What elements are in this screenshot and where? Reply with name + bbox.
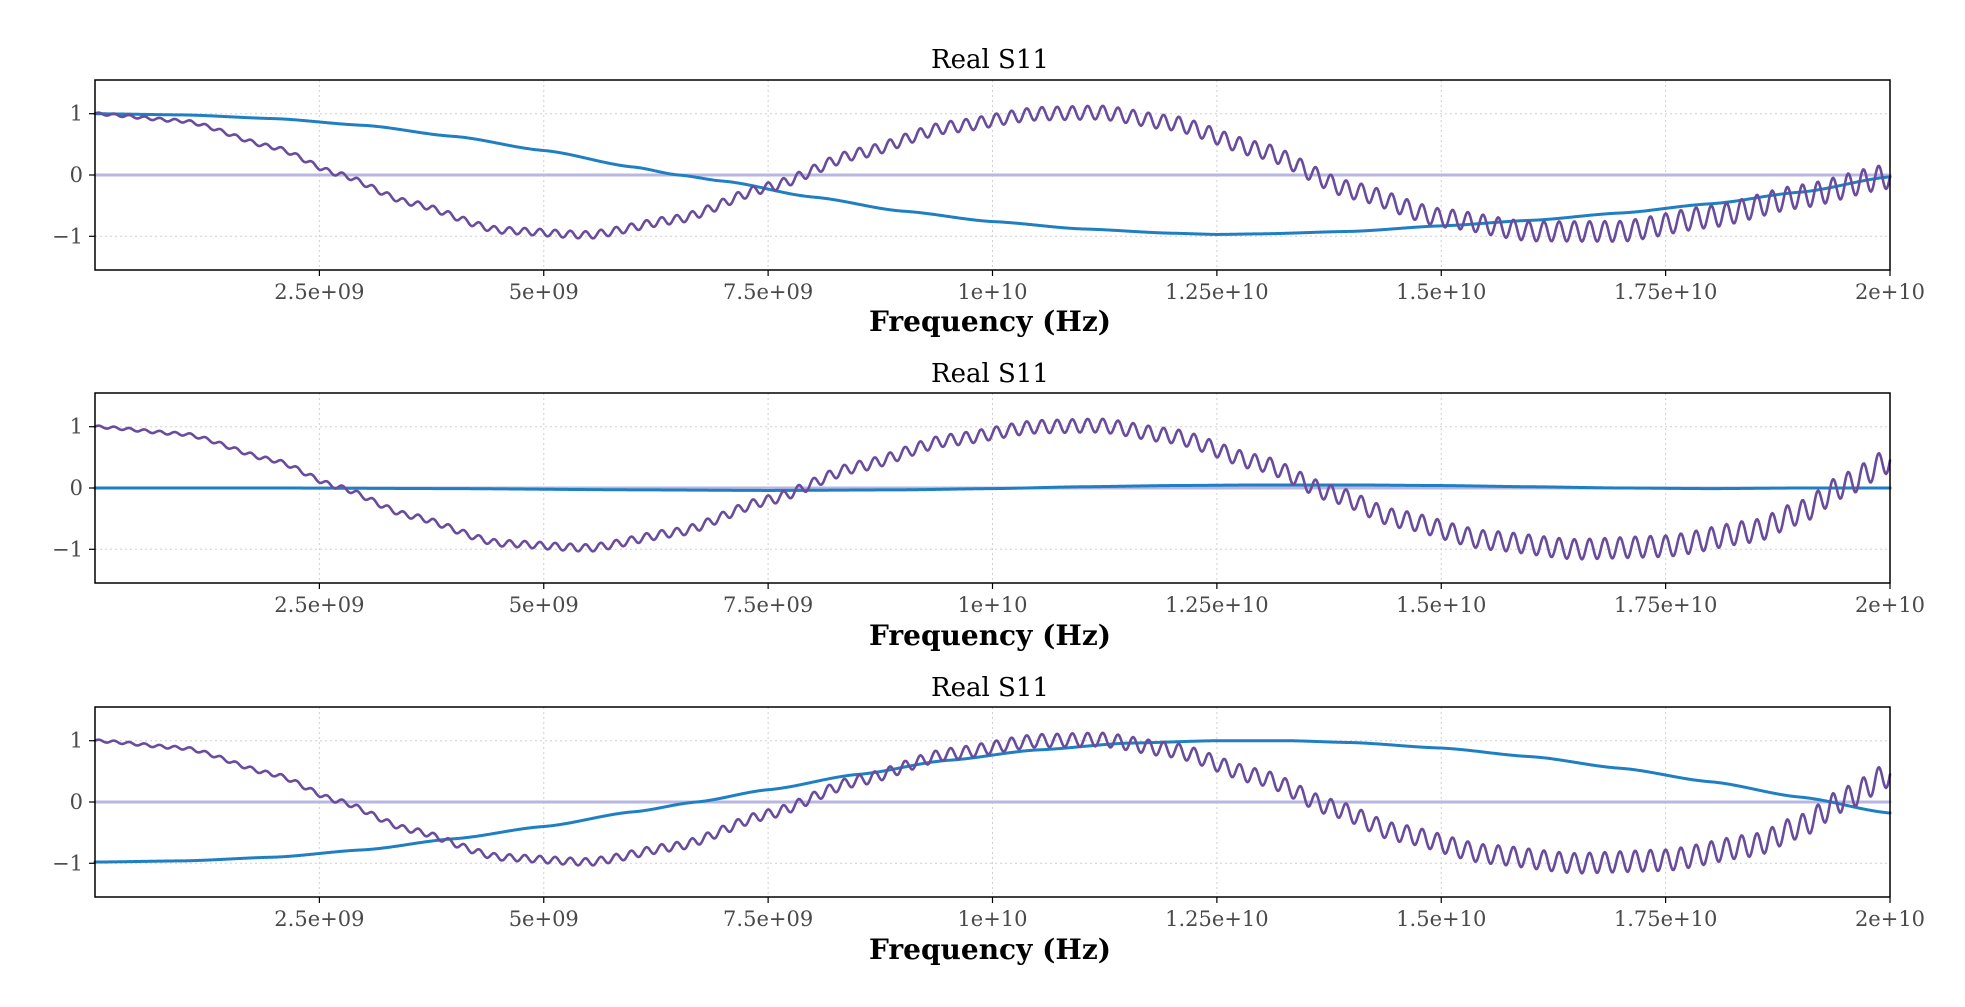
x-tick-label: 2e+10 xyxy=(1855,593,1925,617)
x-tick-label: 7.5e+09 xyxy=(723,907,813,931)
series-line-3 xyxy=(93,731,1892,875)
x-tick-label: 7.5e+09 xyxy=(723,593,813,617)
x-tick-label: 1.5e+10 xyxy=(1396,280,1486,304)
subplot-1-x-axis-label: Frequency (Hz) xyxy=(869,305,1111,338)
x-tick-label: 5e+09 xyxy=(509,907,579,931)
x-tick-label: 1.75e+10 xyxy=(1614,907,1718,931)
x-tick-label: 1.25e+10 xyxy=(1165,593,1269,617)
y-tick-label: 0 xyxy=(70,790,83,814)
series-line-3 xyxy=(93,417,1892,561)
subplot-1-title: Real S11 xyxy=(931,45,1049,75)
subplot-2-plot-area: 2.5e+09 5e+09 7.5e+09 1e+10 1.25e+10 1.5e+10 1… xyxy=(52,392,1925,617)
x-tick-label: 7.5e+09 xyxy=(723,280,813,304)
y-tick-label: 0 xyxy=(70,163,83,187)
x-tick-label: 5e+09 xyxy=(509,280,579,304)
x-tick-label: 2e+10 xyxy=(1855,280,1925,304)
x-tick-label: 1.25e+10 xyxy=(1165,280,1269,304)
subplot-1-plot-area: 2.5e+09 5e+09 7.5e+09 1e+10 1.25e+10 1.5e+10 1… xyxy=(52,79,1925,304)
x-tick-label: 1e+10 xyxy=(957,593,1027,617)
x-tick-label: 1.5e+10 xyxy=(1396,907,1486,931)
subplot-1: Real S11 2.5e+09 5e+09 7.5e+09 1e+10 1.25e+1… xyxy=(52,45,1925,338)
subplot-3-plot-area: 2.5e+09 5e+09 7.5e+09 1e+10 1.25e+10 1.5e+10 1… xyxy=(52,706,1925,931)
y-tick-label: 1 xyxy=(70,729,83,753)
x-tick-label: 1.5e+10 xyxy=(1396,593,1486,617)
x-tick-label: 1e+10 xyxy=(957,280,1027,304)
x-tick-label: 2.5e+09 xyxy=(274,907,364,931)
x-tick-label: 5e+09 xyxy=(509,593,579,617)
y-tick-label: 1 xyxy=(70,102,83,126)
y-tick-label: −1 xyxy=(52,851,83,875)
subplot-3-title: Real S11 xyxy=(931,673,1049,703)
x-tick-label: 1.25e+10 xyxy=(1165,907,1269,931)
subplot-2-x-axis-label: Frequency (Hz) xyxy=(869,619,1111,652)
x-tick-label: 1.75e+10 xyxy=(1614,280,1718,304)
subplot-3: Real S11 2.5e+09 5e+09 7.5e+09 1e+10 1.25e+1… xyxy=(52,673,1925,966)
subplot-2-title: Real S11 xyxy=(931,359,1049,389)
y-tick-label: 1 xyxy=(70,415,83,439)
y-tick-label: 0 xyxy=(70,476,83,500)
x-tick-label: 1.75e+10 xyxy=(1614,593,1718,617)
series-line-2 xyxy=(93,483,1892,492)
subplot-2: Real S11 2.5e+09 5e+09 7.5e+09 1e+10 1.25e+1… xyxy=(52,359,1925,652)
x-tick-label: 2.5e+09 xyxy=(274,280,364,304)
x-tick-label: 2.5e+09 xyxy=(274,593,364,617)
x-tick-label: 1e+10 xyxy=(957,907,1027,931)
y-tick-label: −1 xyxy=(52,224,83,248)
series-line-2 xyxy=(93,739,1892,864)
series-line-3 xyxy=(93,104,1892,243)
series-line-2 xyxy=(93,112,1892,236)
subplot-3-x-axis-label: Frequency (Hz) xyxy=(869,933,1111,966)
x-tick-label: 2e+10 xyxy=(1855,907,1925,931)
y-tick-label: −1 xyxy=(52,537,83,561)
